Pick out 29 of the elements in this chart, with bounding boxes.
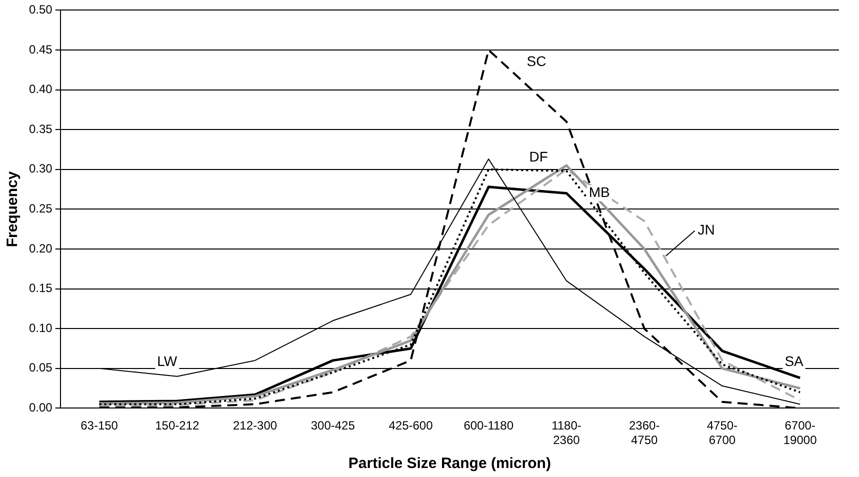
x-tick-label: 2360-4750 [628, 418, 660, 448]
y-tick-label: 0.20 [28, 241, 53, 256]
x-tick-label: 212-300 [232, 418, 278, 433]
x-tick-label: 63-150 [80, 418, 118, 433]
x-tick-label: 300-425 [310, 418, 356, 433]
x-tick-label: 425-600 [388, 418, 434, 433]
x-tick-label: 150-212 [155, 418, 200, 433]
y-tick-label: 0.35 [28, 122, 53, 136]
x-tick-label: 6700-19000 [783, 418, 818, 448]
y-tick-label: 0.45 [28, 42, 53, 56]
series-label: DF [529, 148, 548, 164]
y-tick-label: 0.10 [28, 320, 53, 335]
y-tick-label: 0.00 [28, 400, 53, 415]
x-axis-title: Particle Size Range (micron) [348, 455, 551, 472]
series-label: SA [784, 352, 804, 369]
y-tick-label: 0.25 [28, 202, 53, 216]
y-tick-label: 0.05 [28, 360, 53, 375]
x-tick-label: 1180-2360 [552, 418, 582, 448]
x-tick-label: 600-1180 [464, 418, 514, 433]
text: JN [698, 222, 715, 238]
y-tick-label: 0.40 [28, 82, 53, 96]
series-label: MB [588, 184, 610, 200]
y-tick-label: 0.50 [28, 2, 53, 17]
x-tick-label: 4750-6700 [706, 418, 738, 448]
y-tick-label: 0.30 [28, 162, 53, 176]
y-tick-label: 0.15 [28, 281, 53, 296]
series-label: LW [157, 352, 178, 369]
y-axis-title: Frequency [4, 170, 22, 248]
series-label: SC [526, 52, 546, 69]
